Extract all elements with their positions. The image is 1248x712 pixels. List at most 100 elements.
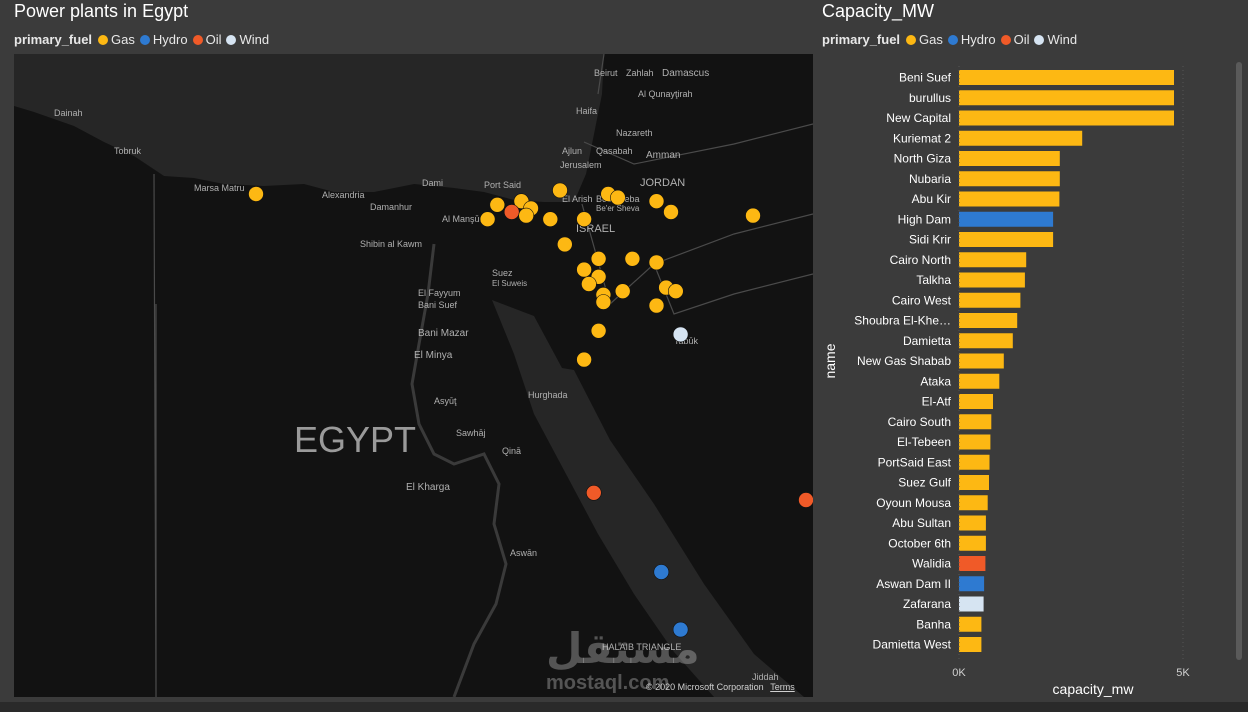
bar-6[interactable] [959, 191, 1060, 207]
bar-9[interactable] [959, 252, 1027, 268]
oil-swatch-icon [1000, 34, 1011, 45]
map-point-wind[interactable] [672, 326, 689, 343]
map-place-label: Ajlun [562, 146, 582, 156]
hydro-swatch-icon [139, 34, 150, 45]
bar-2[interactable] [959, 110, 1174, 126]
map-place-label: HALAIB TRIANGLE [602, 642, 681, 652]
bar-28[interactable] [959, 637, 982, 652]
wind-swatch-icon [1034, 34, 1045, 45]
map-point-gas[interactable] [556, 236, 573, 253]
map-place-label: El Suweis [492, 279, 527, 288]
map-legend-hydro[interactable]: Hydro [139, 32, 188, 47]
map-place-label: Alexandria [322, 190, 365, 200]
bar-category-label: Ataka [920, 374, 951, 388]
map-point-gas[interactable] [489, 197, 506, 213]
map-point-hydro[interactable] [672, 621, 689, 638]
map-point-gas[interactable] [610, 189, 626, 206]
bar-0[interactable] [959, 70, 1174, 85]
bar-category-label: Shoubra El-Khe… [854, 314, 951, 328]
bar-legend-hydro[interactable]: Hydro [947, 32, 996, 47]
map-place-label: Suez [492, 268, 513, 278]
bar-21[interactable] [959, 495, 988, 511]
bar-22[interactable] [959, 515, 986, 531]
terms-link[interactable]: Terms [770, 682, 795, 692]
map-legend: primary_fuel Gas Hydro Oil Wind [14, 32, 274, 47]
bar-15[interactable] [959, 373, 1000, 389]
bar-17[interactable] [959, 414, 992, 430]
bar-26[interactable] [959, 596, 984, 612]
map-point-gas[interactable] [479, 211, 496, 227]
map-point-gas[interactable] [663, 204, 679, 220]
map-point-oil[interactable] [503, 204, 520, 220]
map-point-gas[interactable] [518, 207, 535, 224]
map-point-gas[interactable] [667, 283, 684, 299]
map-place-label: Jerusalem [560, 160, 602, 170]
bar-24[interactable] [959, 556, 986, 571]
bar-13[interactable] [959, 333, 1013, 349]
map-point-gas[interactable] [648, 297, 665, 314]
map-legend-gas[interactable]: Gas [98, 32, 135, 47]
map-point-gas[interactable] [595, 294, 612, 310]
bar-20[interactable] [959, 475, 989, 490]
y-axis-title: name [822, 343, 838, 378]
legend-label: Hydro [152, 32, 188, 47]
bar-18[interactable] [959, 434, 991, 450]
map-panel[interactable]: Beirut Zahlah Damascus Al Qunayţirah Haifa Na… [14, 54, 813, 697]
bar-11[interactable] [959, 292, 1021, 308]
bar-27[interactable] [959, 616, 982, 632]
map-place-label: El Minya [414, 350, 453, 361]
map-point-gas[interactable] [248, 186, 264, 202]
bar-category-label: Nubaria [909, 172, 951, 186]
map-place-label: Sawhāj [456, 428, 486, 438]
map-legend-oil[interactable]: Oil [192, 32, 221, 47]
bar-14[interactable] [959, 353, 1004, 369]
map-point-gas[interactable] [648, 254, 665, 271]
bar-3[interactable] [959, 130, 1083, 146]
map-point-gas[interactable] [614, 283, 631, 299]
bar-category-label: Zafarana [903, 597, 951, 611]
bar-23[interactable] [959, 535, 986, 551]
legend-label: Hydro [960, 32, 996, 47]
bar-1[interactable] [959, 90, 1174, 106]
bar-legend-oil[interactable]: Oil [1000, 32, 1029, 47]
map-point-gas[interactable] [576, 211, 592, 227]
map-point-hydro[interactable] [653, 564, 670, 580]
bar-10[interactable] [959, 272, 1025, 288]
map-point-gas[interactable] [552, 182, 568, 199]
map-point-gas[interactable] [648, 193, 665, 209]
legend-label: Wind [1047, 32, 1078, 47]
map-point-gas[interactable] [745, 207, 761, 224]
bar-4[interactable] [959, 151, 1060, 166]
bar-chart[interactable]: name Beni Suef burullus New Capital Kuriema… [818, 54, 1248, 702]
bar-25[interactable] [959, 576, 985, 592]
bar-category-label: Beni Suef [899, 71, 952, 85]
bar-16[interactable] [959, 394, 993, 409]
bar-panel[interactable]: name Beni Suef burullus New Capital Kuriema… [818, 54, 1248, 702]
bar-19[interactable] [959, 454, 990, 470]
bar-legend-gas[interactable]: Gas [906, 32, 943, 47]
bar-8[interactable] [959, 232, 1054, 247]
bar-5[interactable] [959, 171, 1060, 187]
bar-7[interactable] [959, 211, 1054, 227]
bar-12[interactable] [959, 313, 1018, 328]
map-canvas[interactable]: Beirut Zahlah Damascus Al Qunayţirah Haifa Na… [14, 54, 813, 697]
map-legend-wind[interactable]: Wind [226, 32, 269, 47]
map-watermark-en: mostaql.com [546, 672, 670, 694]
bar-scrollbar[interactable] [1236, 62, 1242, 660]
bar-category-label: New Capital [886, 111, 951, 125]
map-place-label: Dami [422, 178, 443, 188]
bar-title: Capacity_MW [822, 1, 935, 21]
map-point-gas[interactable] [576, 261, 592, 278]
map-point-gas[interactable] [581, 276, 597, 292]
map-point-gas[interactable] [590, 322, 607, 339]
bar-legend-wind[interactable]: Wind [1034, 32, 1077, 47]
map-point-gas[interactable] [576, 351, 592, 368]
map-point-gas[interactable] [542, 211, 559, 227]
bar-category-label: Abu Sultan [892, 516, 951, 530]
legend-label: Gas [919, 32, 943, 47]
map-place-label: Be'er Sheva [596, 204, 640, 213]
map-point-gas[interactable] [590, 251, 607, 267]
map-point-oil[interactable] [798, 492, 814, 508]
map-point-gas[interactable] [624, 251, 641, 267]
map-point-oil[interactable] [585, 484, 602, 501]
